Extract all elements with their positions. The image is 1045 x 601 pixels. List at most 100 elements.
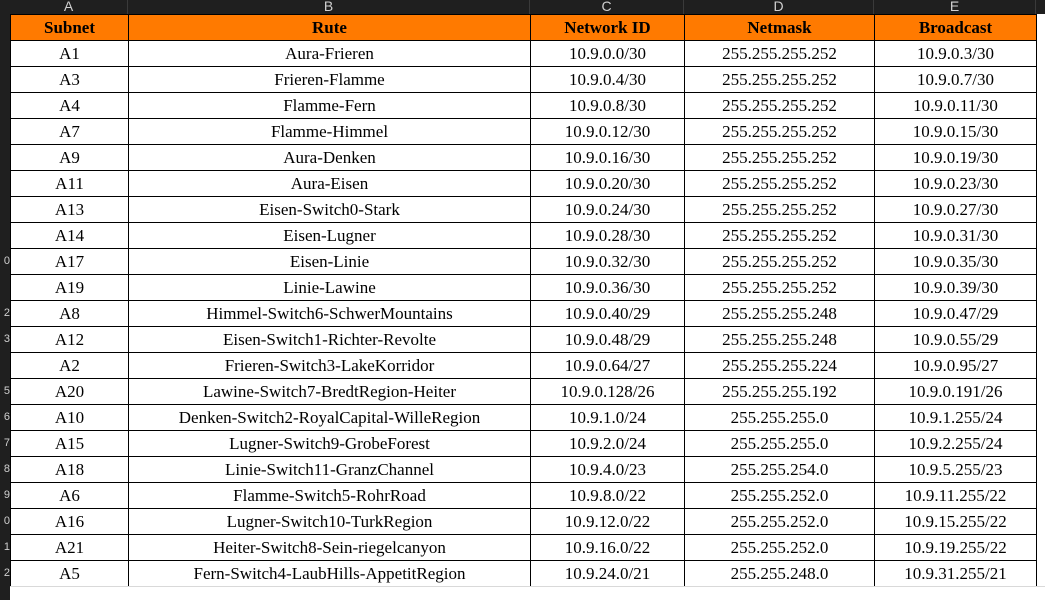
- row-number[interactable]: [0, 222, 10, 248]
- table-cell[interactable]: A8: [10, 300, 129, 327]
- row-number[interactable]: 7: [3, 437, 10, 449]
- table-cell[interactable]: 10.9.0.0/30: [530, 40, 685, 67]
- table-cell[interactable]: 10.9.0.16/30: [530, 144, 685, 171]
- header-cell[interactable]: Broadcast: [874, 14, 1037, 41]
- table-cell[interactable]: 255.255.255.192: [684, 378, 875, 405]
- row-number[interactable]: 3: [3, 333, 10, 345]
- table-cell[interactable]: 10.9.0.24/30: [530, 196, 685, 223]
- row-number[interactable]: [0, 92, 10, 118]
- table-cell[interactable]: A17: [10, 248, 129, 275]
- table-cell[interactable]: 10.9.0.11/30: [874, 92, 1037, 119]
- table-cell[interactable]: 255.255.252.0: [684, 534, 875, 561]
- table-cell[interactable]: 255.255.255.252: [684, 196, 875, 223]
- table-cell[interactable]: A12: [10, 326, 129, 353]
- column-letter-e[interactable]: E: [874, 0, 1036, 14]
- table-cell[interactable]: Himmel-Switch6-SchwerMountains: [128, 300, 531, 327]
- table-cell[interactable]: 255.255.255.252: [684, 248, 875, 275]
- table-cell[interactable]: A18: [10, 456, 129, 483]
- row-number[interactable]: 2: [3, 567, 10, 579]
- table-cell[interactable]: 10.9.16.0/22: [530, 534, 685, 561]
- table-cell[interactable]: 255.255.248.0: [684, 560, 875, 587]
- table-cell[interactable]: 255.255.255.248: [684, 300, 875, 327]
- table-cell[interactable]: 10.9.12.0/22: [530, 508, 685, 535]
- table-cell[interactable]: Lawine-Switch7-BredtRegion-Heiter: [128, 378, 531, 405]
- table-cell[interactable]: 10.9.0.15/30: [874, 118, 1037, 145]
- table-cell[interactable]: 255.255.255.252: [684, 144, 875, 171]
- table-cell[interactable]: 255.255.255.252: [684, 274, 875, 301]
- table-cell[interactable]: Flamme-Fern: [128, 92, 531, 119]
- table-cell[interactable]: 10.9.0.64/27: [530, 352, 685, 379]
- table-cell[interactable]: A14: [10, 222, 129, 249]
- table-cell[interactable]: A9: [10, 144, 129, 171]
- table-cell[interactable]: Frieren-Switch3-LakeKorridor: [128, 352, 531, 379]
- table-cell[interactable]: A20: [10, 378, 129, 405]
- table-cell[interactable]: A4: [10, 92, 129, 119]
- table-cell[interactable]: A2: [10, 352, 129, 379]
- table-cell[interactable]: 10.9.0.31/30: [874, 222, 1037, 249]
- table-cell[interactable]: 10.9.0.32/30: [530, 248, 685, 275]
- table-cell[interactable]: Flamme-Switch5-RohrRoad: [128, 482, 531, 509]
- table-cell[interactable]: Fern-Switch4-LaubHills-AppetitRegion: [128, 560, 531, 587]
- table-cell[interactable]: 255.255.255.224: [684, 352, 875, 379]
- table-cell[interactable]: 255.255.255.252: [684, 222, 875, 249]
- table-cell[interactable]: A16: [10, 508, 129, 535]
- row-number[interactable]: [0, 40, 10, 66]
- table-cell[interactable]: A7: [10, 118, 129, 145]
- row-number[interactable]: 8: [3, 463, 10, 475]
- table-cell[interactable]: 10.9.0.20/30: [530, 170, 685, 197]
- row-number[interactable]: 6: [3, 411, 10, 423]
- table-cell[interactable]: A1: [10, 40, 129, 67]
- table-cell[interactable]: 255.255.255.252: [684, 40, 875, 67]
- table-cell[interactable]: 255.255.255.0: [684, 404, 875, 431]
- header-cell[interactable]: Subnet: [10, 14, 129, 41]
- row-number[interactable]: 5: [3, 385, 10, 397]
- column-letter-d[interactable]: D: [684, 0, 874, 14]
- row-number[interactable]: [0, 196, 10, 222]
- table-cell[interactable]: 10.9.24.0/21: [530, 560, 685, 587]
- row-number[interactable]: [0, 144, 10, 170]
- table-cell[interactable]: Eisen-Linie: [128, 248, 531, 275]
- table-cell[interactable]: Eisen-Switch1-Richter-Revolte: [128, 326, 531, 353]
- table-cell[interactable]: Linie-Lawine: [128, 274, 531, 301]
- table-cell[interactable]: 10.9.0.128/26: [530, 378, 685, 405]
- table-cell[interactable]: 10.9.0.8/30: [530, 92, 685, 119]
- table-cell[interactable]: 10.9.0.48/29: [530, 326, 685, 353]
- table-cell[interactable]: 10.9.8.0/22: [530, 482, 685, 509]
- table-cell[interactable]: 255.255.254.0: [684, 456, 875, 483]
- table-cell[interactable]: 255.255.255.252: [684, 170, 875, 197]
- table-cell[interactable]: A11: [10, 170, 129, 197]
- table-cell[interactable]: 10.9.0.23/30: [874, 170, 1037, 197]
- row-number[interactable]: 0: [3, 515, 10, 527]
- table-cell[interactable]: 10.9.0.55/29: [874, 326, 1037, 353]
- table-cell[interactable]: 10.9.31.255/21: [874, 560, 1037, 587]
- table-cell[interactable]: Linie-Switch11-GranzChannel: [128, 456, 531, 483]
- table-cell[interactable]: 10.9.1.0/24: [530, 404, 685, 431]
- table-cell[interactable]: 255.255.252.0: [684, 508, 875, 535]
- table-cell[interactable]: 10.9.0.3/30: [874, 40, 1037, 67]
- table-cell[interactable]: Aura-Eisen: [128, 170, 531, 197]
- table-cell[interactable]: A15: [10, 430, 129, 457]
- row-number[interactable]: [0, 66, 10, 92]
- table-cell[interactable]: Eisen-Switch0-Stark: [128, 196, 531, 223]
- table-cell[interactable]: 10.9.0.19/30: [874, 144, 1037, 171]
- table-cell[interactable]: 10.9.2.255/24: [874, 430, 1037, 457]
- header-cell[interactable]: Netmask: [684, 14, 875, 41]
- table-cell[interactable]: A10: [10, 404, 129, 431]
- column-letter-c[interactable]: C: [530, 0, 684, 14]
- table-cell[interactable]: 10.9.1.255/24: [874, 404, 1037, 431]
- table-cell[interactable]: 10.9.15.255/22: [874, 508, 1037, 535]
- table-cell[interactable]: 255.255.255.252: [684, 118, 875, 145]
- table-cell[interactable]: 10.9.0.36/30: [530, 274, 685, 301]
- table-cell[interactable]: 10.9.0.35/30: [874, 248, 1037, 275]
- table-cell[interactable]: A3: [10, 66, 129, 93]
- table-cell[interactable]: 10.9.0.39/30: [874, 274, 1037, 301]
- header-cell[interactable]: Network ID: [530, 14, 685, 41]
- table-cell[interactable]: Aura-Frieren: [128, 40, 531, 67]
- table-cell[interactable]: 255.255.255.252: [684, 66, 875, 93]
- table-cell[interactable]: 10.9.0.27/30: [874, 196, 1037, 223]
- table-cell[interactable]: Aura-Denken: [128, 144, 531, 171]
- row-number[interactable]: 0: [3, 255, 10, 267]
- table-cell[interactable]: 10.9.2.0/24: [530, 430, 685, 457]
- table-cell[interactable]: Frieren-Flamme: [128, 66, 531, 93]
- header-cell[interactable]: Rute: [128, 14, 531, 41]
